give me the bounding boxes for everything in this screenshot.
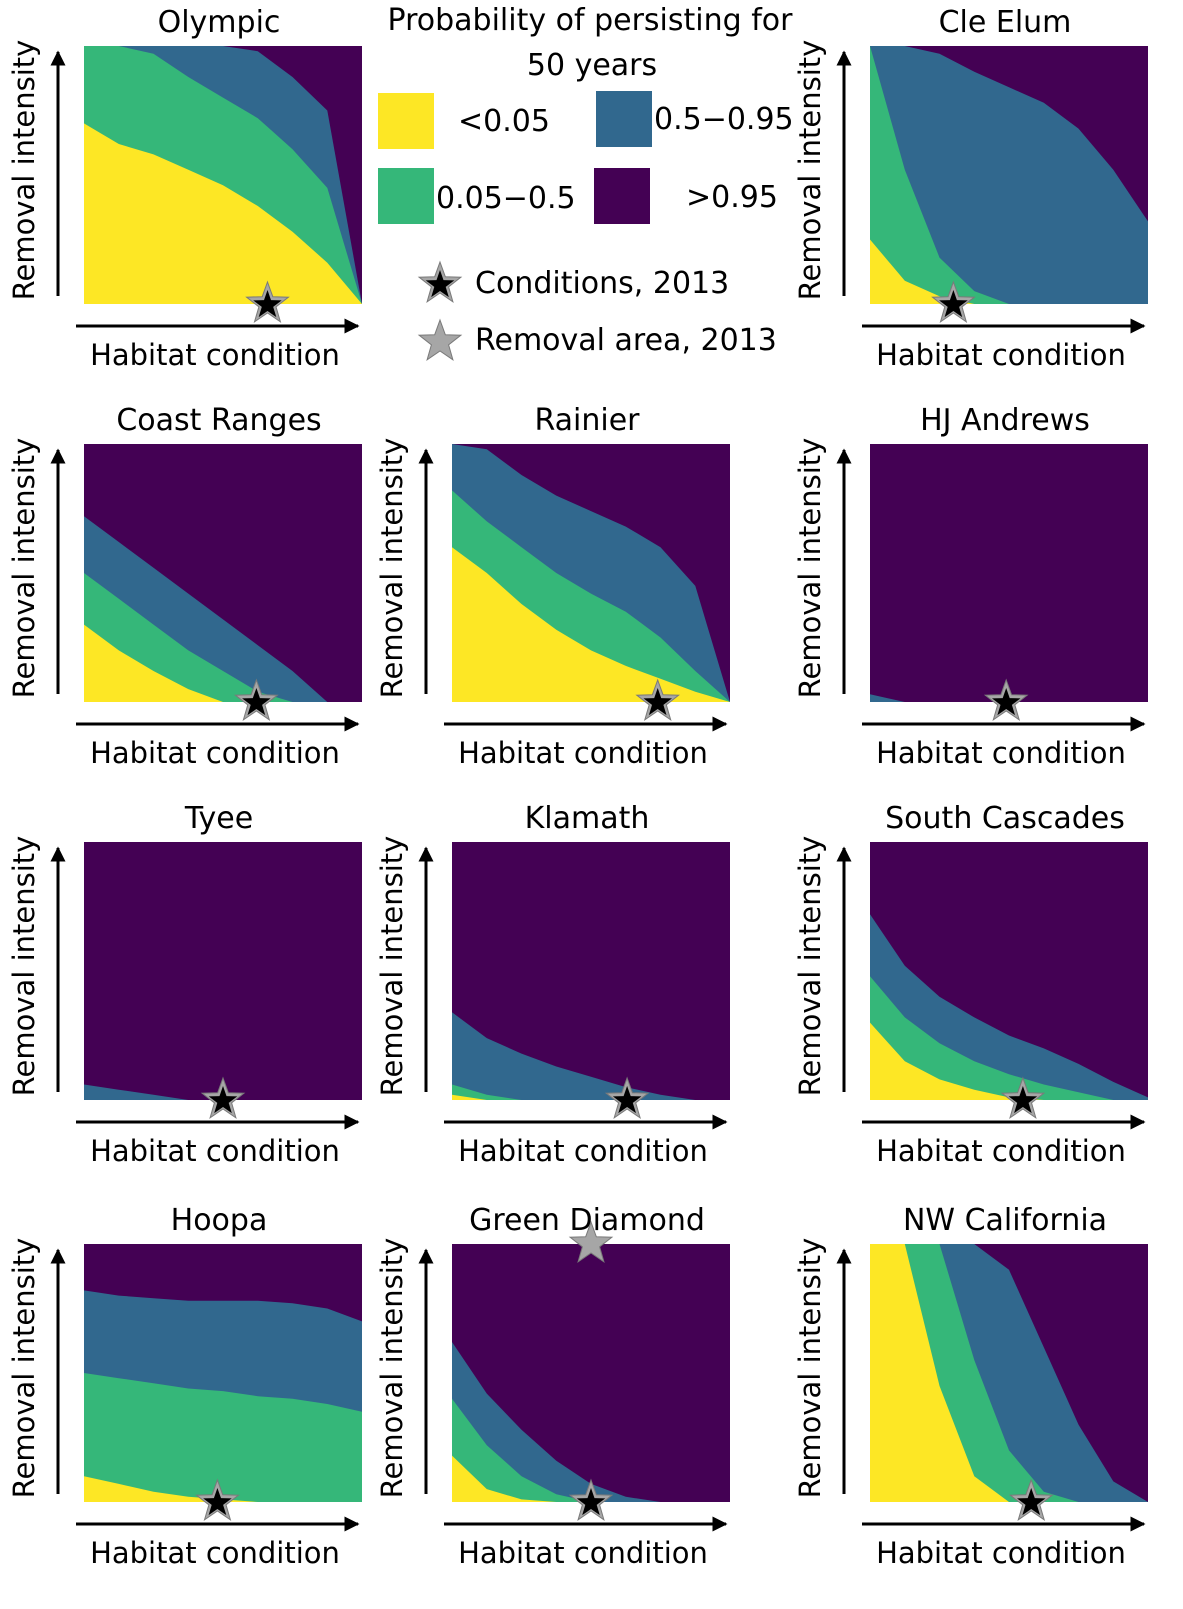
band-low: [870, 1022, 1148, 1100]
band-low: [452, 547, 730, 702]
band-mid-low: [870, 976, 1148, 1100]
band-low: [870, 239, 1148, 304]
band-mid-high: [870, 694, 1148, 702]
panels: Olympic Removal intensity Habitat conditio…: [7, 5, 1148, 1570]
y-axis-label: Removal intensity: [375, 1238, 409, 1499]
y-axis-label: Removal intensity: [7, 40, 41, 301]
panel-title: South Cascades: [885, 801, 1125, 836]
conditions-star: [604, 1076, 650, 1120]
panel-title: NW California: [903, 1203, 1107, 1238]
panel-title: Cle Elum: [939, 5, 1072, 40]
panel-title: Rainier: [534, 403, 640, 438]
conditions-star: [1000, 1076, 1046, 1119]
panel-hoopa: Hoopa Removal intensity Habitat condition: [7, 1203, 362, 1570]
panel-title: Coast Ranges: [116, 403, 321, 438]
band-mid-low: [452, 1084, 730, 1100]
legend: Probability of persisting for 50 years <0.…: [378, 3, 794, 361]
band-mid-low: [84, 573, 362, 702]
legend-label: <0.05: [458, 104, 550, 139]
panel-title: Klamath: [525, 801, 650, 836]
conditions-star: [233, 678, 279, 722]
legend-swatch: [596, 91, 652, 147]
band-mid-high: [452, 1342, 730, 1502]
band-high: [84, 842, 362, 1100]
y-axis-label: Removal intensity: [7, 1238, 41, 1499]
conditions-star: [635, 678, 680, 722]
panel-title: Hoopa: [171, 1203, 268, 1238]
y-axis-label: Removal intensity: [793, 836, 827, 1097]
band-low: [870, 1244, 1148, 1502]
band-high: [870, 444, 1148, 702]
panel-coast-ranges: Coast Ranges Removal intensity Habitat con…: [7, 403, 362, 770]
conditions-star: [200, 1076, 246, 1119]
x-axis-label: Habitat condition: [876, 1536, 1126, 1570]
panel-tyee: Tyee Removal intensity Habitat condition: [7, 801, 362, 1168]
x-axis-label: Habitat condition: [458, 736, 708, 770]
legend-removal-star: [417, 318, 463, 361]
legend-conditions-label: Conditions, 2013: [475, 266, 729, 301]
y-axis-label: Removal intensity: [7, 438, 41, 699]
y-axis-label: Removal intensity: [793, 40, 827, 301]
band-mid-high: [452, 1012, 730, 1100]
panel-rainier: Rainier Removal intensity Habitat conditio…: [375, 403, 730, 770]
y-axis-label: Removal intensity: [7, 836, 41, 1097]
band-low: [84, 1476, 362, 1502]
panel-title: HJ Andrews: [920, 403, 1090, 438]
legend-swatch: [378, 168, 434, 224]
legend-title-line-1: Probability of persisting for: [388, 3, 794, 38]
x-axis-label: Habitat condition: [876, 1134, 1126, 1168]
legend-title-line-2: 50 years: [527, 48, 657, 83]
band-low: [84, 123, 362, 305]
legend-swatch: [378, 93, 434, 149]
panel-nw-california: NW California Removal intensity Habitat co…: [793, 1203, 1148, 1570]
x-axis-label: Habitat condition: [90, 338, 340, 372]
y-axis-label: Removal intensity: [375, 438, 409, 699]
conditions-star: [195, 1478, 240, 1522]
legend-label: 0.05−0.5: [436, 181, 576, 216]
x-axis-label: Habitat condition: [876, 736, 1126, 770]
band-low: [452, 1094, 730, 1100]
panel-klamath: Klamath Removal intensity Habitat conditio…: [375, 801, 730, 1168]
x-axis-label: Habitat condition: [90, 1536, 340, 1570]
band-mid-high: [870, 46, 1148, 304]
band-mid-low: [452, 1398, 730, 1502]
band-mid-high: [84, 1084, 362, 1100]
conditions-star: [931, 280, 976, 323]
panel-south-cascades: South Cascades Removal intensity Habitat c…: [793, 801, 1148, 1168]
removal-star: [568, 1220, 614, 1263]
panel-title: Tyee: [184, 801, 253, 836]
panel-cle-elum: Cle Elum Removal intensity Habitat conditi…: [793, 5, 1148, 372]
band-low: [84, 624, 362, 702]
band-mid-low: [84, 1373, 362, 1502]
band-low: [452, 1455, 730, 1502]
panel-hj-andrews: HJ Andrews Removal intensity Habitat condi…: [793, 403, 1148, 770]
x-axis-label: Habitat condition: [90, 1134, 340, 1168]
x-axis-label: Habitat condition: [458, 1536, 708, 1570]
x-axis-label: Habitat condition: [458, 1134, 708, 1168]
legend-label: 0.5−0.95: [654, 102, 794, 137]
legend-label: >0.95: [686, 180, 778, 215]
legend-swatch: [594, 168, 650, 224]
panel-olympic: Olympic Removal intensity Habitat conditio…: [7, 5, 362, 372]
x-axis-label: Habitat condition: [90, 736, 340, 770]
y-axis-label: Removal intensity: [793, 1238, 827, 1499]
conditions-star: [983, 678, 1029, 722]
legend-conditions-star: [417, 260, 463, 303]
y-axis-label: Removal intensity: [375, 836, 409, 1097]
panel-title: Olympic: [158, 5, 281, 40]
conditions-star: [568, 1478, 614, 1521]
y-axis-label: Removal intensity: [793, 438, 827, 699]
legend-removal-label: Removal area, 2013: [475, 323, 777, 358]
conditions-star: [245, 280, 290, 324]
conditions-star: [1008, 1478, 1054, 1522]
x-axis-label: Habitat condition: [876, 338, 1126, 372]
